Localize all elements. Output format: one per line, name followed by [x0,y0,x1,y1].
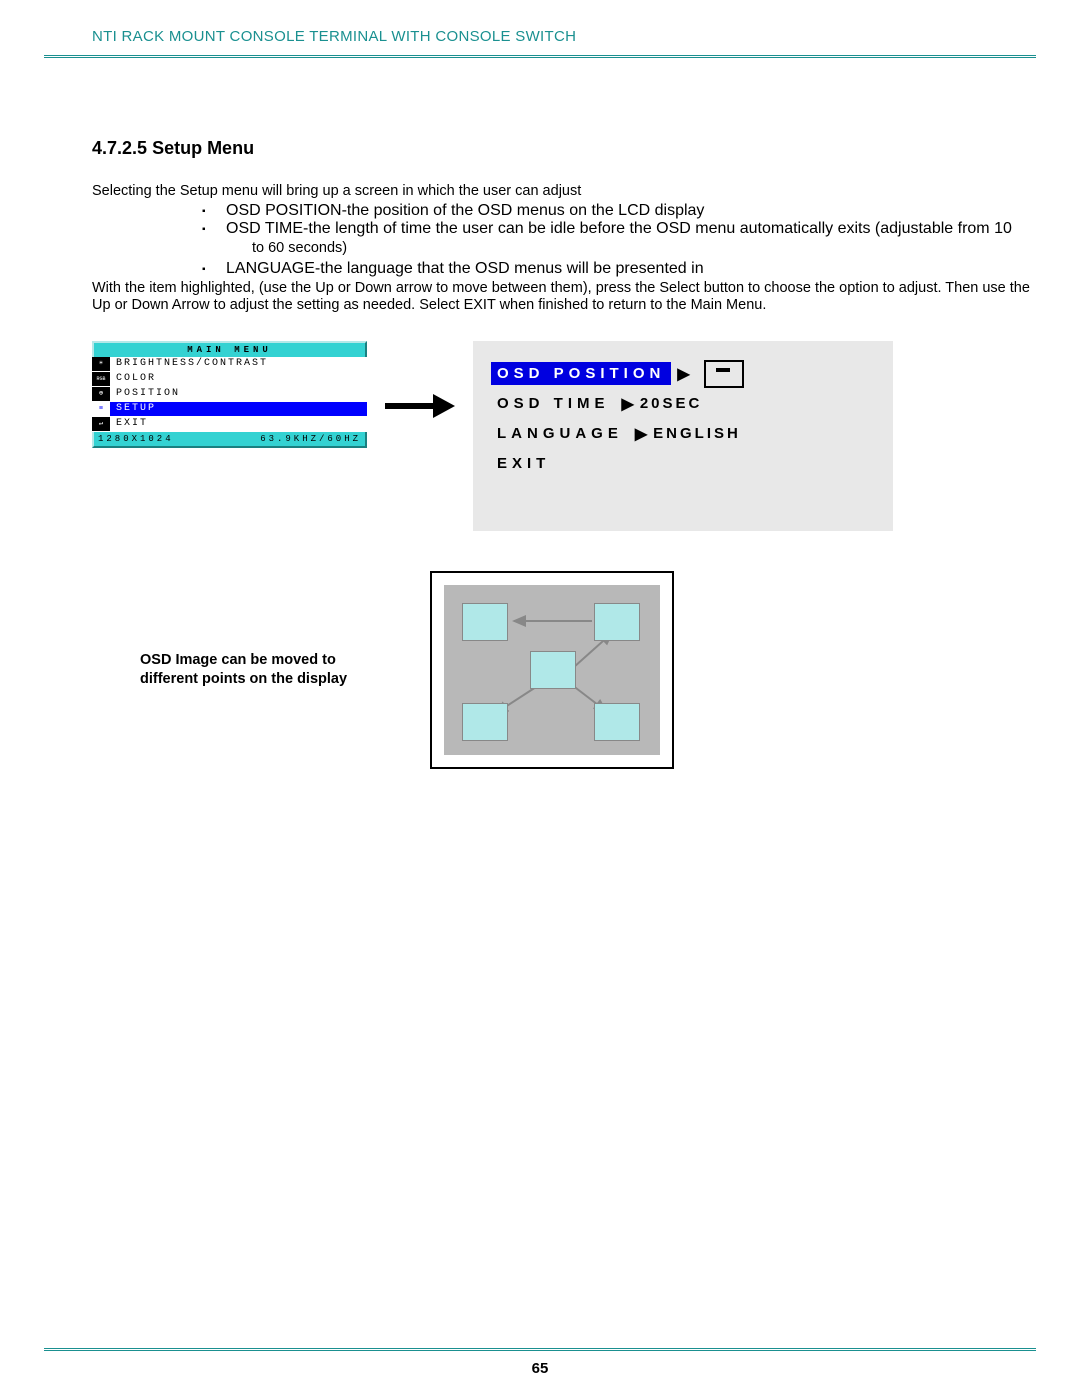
section-title: Setup Menu [152,138,254,158]
rgb-icon: RGB [92,372,110,386]
setup-row-value: ENGLISH [653,425,741,442]
bullet-list: LANGUAGE-the language that the OSD menus… [202,260,1036,278]
bullet-continuation: to 60 seconds) [252,240,1036,257]
section-number: 4.7.2.5 [92,138,147,158]
setup-row-osd-position[interactable]: OSD POSITION ▶ [491,361,875,387]
setup-row-label: OSD POSITION [491,362,671,385]
setup-row-language[interactable]: LANGUAGE ▶ ENGLISH [491,421,875,447]
setup-row-label: OSD TIME [491,392,616,415]
refresh-text: 63.9KHZ/60HZ [260,434,361,444]
menu-item-label: SETUP [116,402,156,415]
menu-item-label: BRIGHTNESS/CONTRAST [116,357,268,370]
menu-item-label: COLOR [116,372,156,385]
bullet-item: OSD POSITION-the position of the OSD men… [202,202,1036,220]
menu-item-exit[interactable]: ↵ EXIT [92,417,367,432]
exit-icon: ↵ [92,417,110,431]
figures-row-2: OSD Image can be moved to different poin… [92,571,1036,769]
position-box [462,603,508,641]
triangle-right-icon: ▶ [635,424,647,444]
screen-position-icon [704,360,744,388]
menu-item-color[interactable]: RGB COLOR [92,372,367,387]
arrow-right-icon [385,391,455,421]
triangle-right-icon: ▶ [677,364,689,384]
menu-item-position[interactable]: ⊕ POSITION [92,387,367,402]
setup-icon: ≡ [92,402,110,416]
position-diagram [444,585,660,755]
intro-text: Selecting the Setup menu will bring up a… [92,183,1036,200]
section-heading: 4.7.2.5 Setup Menu [92,138,1036,159]
position-diagram-frame [430,571,674,769]
page-number: 65 [0,1360,1080,1377]
brightness-icon: ☀ [92,357,110,371]
bullet-item: LANGUAGE-the language that the OSD menus… [202,260,1036,278]
content-area: 4.7.2.5 Setup Menu Selecting the Setup m… [92,138,1036,769]
menu-item-setup[interactable]: ≡ SETUP [92,402,367,417]
bullet-item: OSD TIME-the length of time the user can… [202,220,1036,238]
position-box [594,703,640,741]
position-box [594,603,640,641]
paragraph-2: With the item highlighted, (use the Up o… [92,280,1036,315]
footer-rule [44,1348,1036,1351]
position-box [462,703,508,741]
setup-row-exit[interactable]: EXIT [491,451,875,477]
doc-header: NTI RACK MOUNT CONSOLE TERMINAL WITH CON… [92,28,1036,45]
setup-row-label: LANGUAGE [491,422,629,445]
setup-submenu-panel: OSD POSITION ▶ OSD TIME ▶ 20SEC LANGUAGE… [473,341,893,531]
main-menu-title: MAIN MENU [92,341,367,357]
triangle-right-icon: ▶ [622,394,634,414]
setup-row-label: EXIT [491,452,556,475]
resolution-text: 1280X1024 [98,434,174,444]
position-box [530,651,576,689]
setup-row-osd-time[interactable]: OSD TIME ▶ 20SEC [491,391,875,417]
menu-item-label: EXIT [116,417,148,430]
menu-item-brightness[interactable]: ☀ BRIGHTNESS/CONTRAST [92,357,367,372]
diagram-caption: OSD Image can be moved to different poin… [140,651,360,687]
main-menu-osd: MAIN MENU ☀ BRIGHTNESS/CONTRAST RGB COLO… [92,341,367,448]
menu-item-label: POSITION [116,387,180,400]
bullet-list: OSD POSITION-the position of the OSD men… [202,202,1036,238]
header-rule [44,55,1036,58]
setup-row-value: 20SEC [640,395,703,412]
figures-row-1: MAIN MENU ☀ BRIGHTNESS/CONTRAST RGB COLO… [92,341,1036,531]
main-menu-footer: 1280X1024 63.9KHZ/60HZ [92,432,367,448]
position-icon: ⊕ [92,387,110,401]
